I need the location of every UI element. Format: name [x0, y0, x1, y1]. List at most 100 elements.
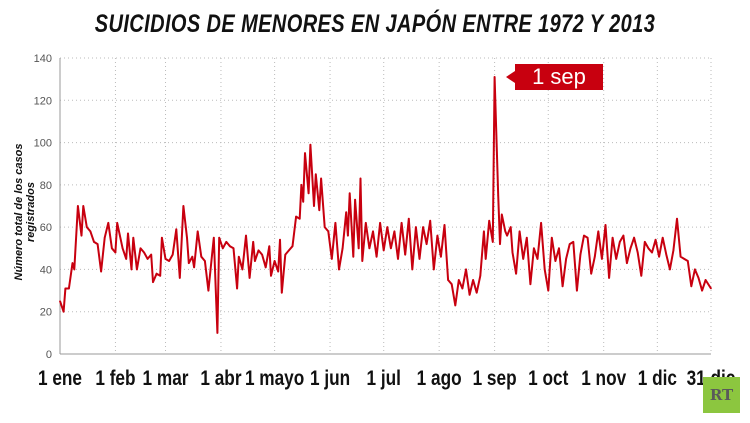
data-point	[152, 281, 154, 283]
data-point	[626, 262, 628, 264]
data-point	[465, 268, 467, 271]
data-point	[586, 236, 589, 239]
data-point	[216, 332, 219, 334]
data-point	[418, 258, 421, 260]
data-point	[365, 222, 367, 224]
data-point	[415, 226, 417, 228]
data-point	[397, 258, 399, 260]
data-point	[651, 251, 653, 254]
x-tick-label: 1 jun	[310, 368, 350, 391]
x-tick-label: 1 ene	[38, 368, 82, 391]
data-point	[533, 247, 535, 250]
data-point	[509, 226, 512, 228]
data-point	[103, 236, 106, 239]
data-point	[382, 249, 385, 252]
data-point	[73, 268, 76, 271]
data-point	[422, 226, 424, 228]
y-tick-label: 140	[34, 53, 52, 65]
data-point	[89, 230, 92, 233]
y-tick-label: 100	[34, 138, 52, 150]
data-point	[484, 258, 487, 260]
data-point	[164, 258, 167, 260]
data-point	[302, 200, 305, 203]
data-point	[130, 268, 133, 271]
data-point	[261, 253, 263, 256]
data-point	[472, 279, 474, 281]
data-point	[200, 255, 203, 258]
data-point	[196, 230, 199, 233]
data-point	[558, 247, 560, 250]
data-point	[225, 241, 228, 243]
data-point	[436, 234, 439, 237]
data-point	[568, 243, 571, 245]
data-point	[590, 272, 592, 275]
data-point	[529, 283, 532, 286]
data-point	[139, 247, 142, 250]
data-point	[608, 277, 610, 279]
annotation-callout: 1 sep	[506, 64, 603, 90]
data-point	[701, 289, 703, 292]
data-point	[254, 260, 256, 262]
data-point	[288, 249, 290, 252]
data-point	[500, 213, 503, 216]
data-point	[368, 247, 371, 250]
data-point	[400, 222, 403, 224]
y-tick-label: 120	[34, 95, 52, 107]
data-point	[320, 177, 322, 180]
data-point	[161, 236, 163, 239]
data-point	[483, 230, 485, 233]
x-tick-label: 1 jul	[366, 368, 400, 391]
y-tick-label: 0	[46, 349, 52, 361]
data-point	[96, 243, 99, 245]
data-point	[429, 220, 432, 222]
data-point	[207, 289, 210, 292]
y-tick-label: 80	[40, 180, 52, 192]
data-point	[116, 222, 119, 224]
data-point	[640, 274, 643, 277]
data-point	[186, 236, 188, 239]
data-point	[661, 236, 664, 239]
data-point	[618, 241, 621, 243]
data-point	[345, 211, 347, 214]
data-point	[488, 220, 491, 222]
data-point	[636, 251, 639, 254]
data-point	[375, 255, 378, 258]
data-point	[221, 247, 224, 250]
data-point	[411, 268, 414, 271]
data-point	[347, 234, 349, 237]
data-point	[121, 247, 124, 250]
data-point	[379, 222, 381, 224]
series-line-suicidios	[59, 76, 712, 334]
data-point	[80, 234, 83, 237]
data-point	[579, 253, 582, 256]
data-point	[547, 289, 550, 292]
data-point	[213, 236, 215, 239]
data-point	[683, 258, 685, 260]
data-point	[107, 222, 110, 224]
data-point	[338, 268, 340, 271]
data-point	[543, 268, 546, 271]
data-point	[443, 224, 446, 226]
data-point	[187, 262, 190, 264]
x-tick-label: 1 feb	[95, 368, 135, 391]
data-point	[229, 245, 231, 247]
data-point	[309, 143, 312, 146]
data-point	[710, 287, 712, 290]
data-point	[268, 245, 271, 247]
data-point	[182, 205, 185, 207]
data-point	[686, 260, 689, 262]
data-point	[597, 230, 600, 233]
data-point	[323, 226, 326, 228]
data-point	[372, 230, 374, 233]
y-tick-label: 60	[40, 222, 52, 234]
y-axis-label: Número total de los casos registrados	[13, 143, 37, 281]
data-point	[238, 255, 240, 258]
data-point	[159, 274, 161, 277]
x-tick-label: 1 nov	[581, 368, 626, 391]
x-tick-label: 1 sep	[473, 368, 517, 391]
data-point	[93, 241, 95, 243]
data-point	[291, 245, 294, 247]
data-point	[604, 224, 607, 226]
data-point	[155, 272, 158, 275]
